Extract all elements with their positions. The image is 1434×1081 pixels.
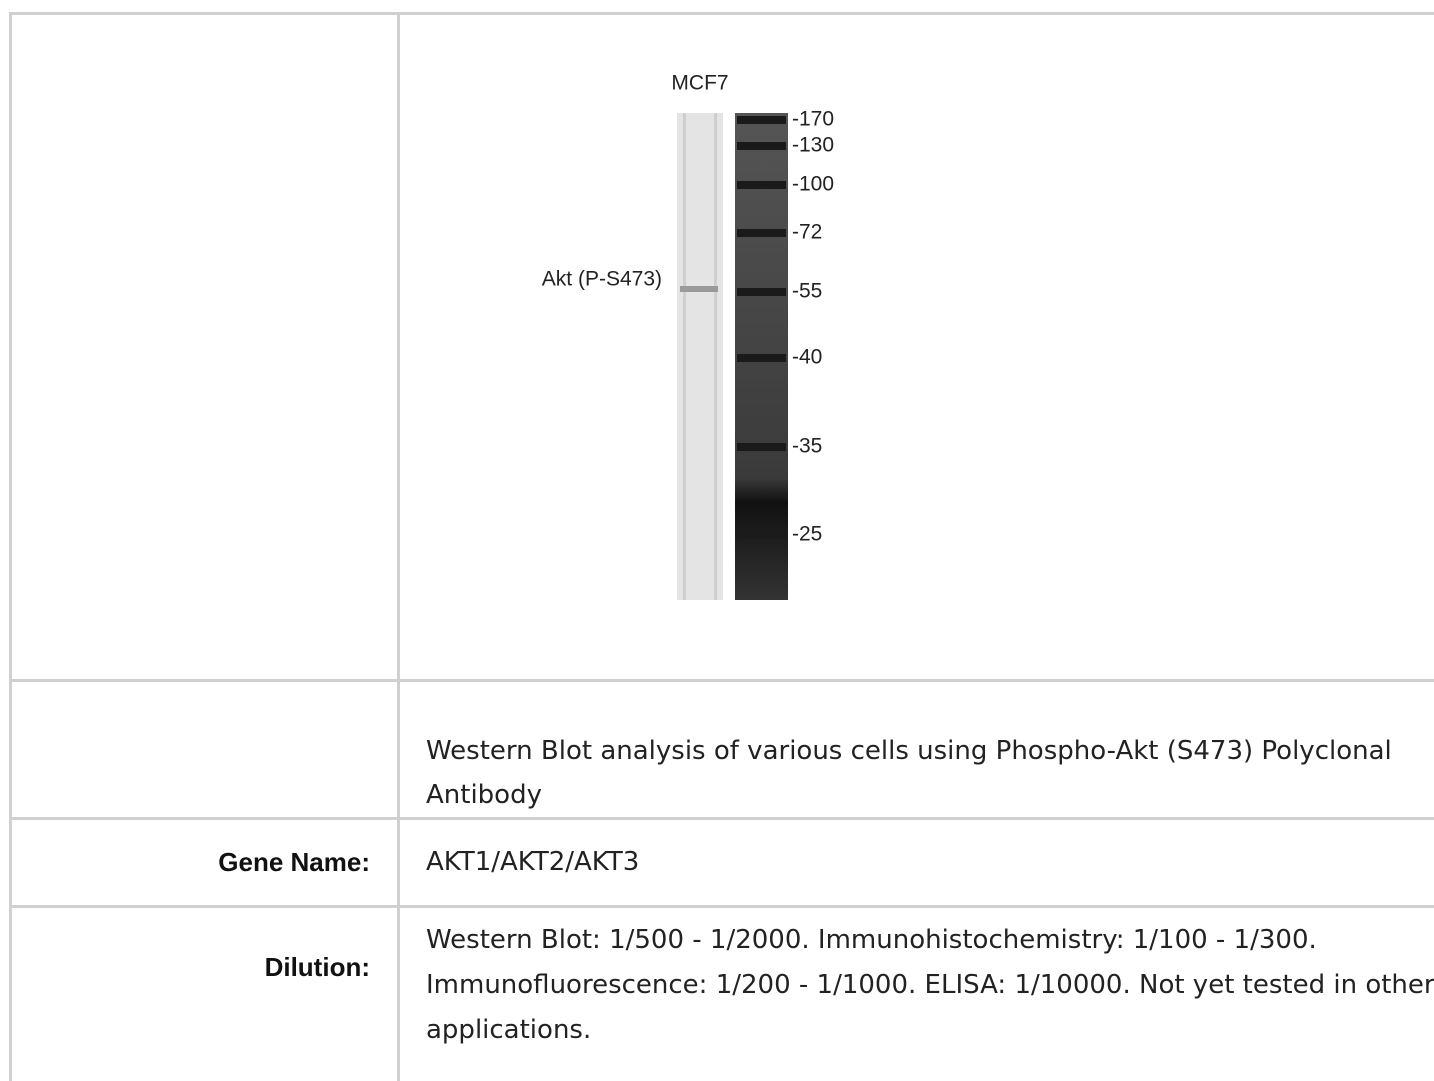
row-value: AKT1/AKT2/AKT3 xyxy=(426,847,640,877)
western-blot-image: MCF7 Akt (P-S473) -170 -130 -100 -72 -55 -40 -… xyxy=(542,72,834,600)
lane-streak xyxy=(714,113,717,600)
lane-streak xyxy=(683,113,686,600)
ladder-band xyxy=(737,181,786,189)
row-divider xyxy=(10,679,1434,682)
caption: Western Blot analysis of various cells u… xyxy=(426,736,1392,810)
ladder-band xyxy=(737,354,786,362)
border-left xyxy=(9,12,12,1081)
marker-label: -130 xyxy=(792,134,834,157)
column-divider xyxy=(397,12,400,1081)
band-label: Akt (P-S473) xyxy=(542,268,662,291)
akt-band xyxy=(680,286,718,292)
marker-label: -72 xyxy=(792,221,822,244)
lane-label: MCF7 xyxy=(671,72,728,95)
marker-label: -55 xyxy=(792,280,822,303)
ladder-band xyxy=(737,531,786,539)
marker-label: -100 xyxy=(792,173,834,196)
row-divider xyxy=(10,817,1434,820)
marker-label: -40 xyxy=(792,346,822,369)
ladder-band xyxy=(737,142,786,150)
ladder-band xyxy=(737,288,786,296)
ladder-band xyxy=(737,443,786,451)
row-label: Gene Name: xyxy=(218,847,370,877)
row-value: Western Blot: 1/500 - 1/2000. Immunohist… xyxy=(426,925,1434,1045)
marker-label: -170 xyxy=(792,108,834,131)
row-divider xyxy=(10,905,1434,908)
border-top xyxy=(10,12,1434,15)
marker-label: -35 xyxy=(792,435,822,458)
ladder-band xyxy=(737,229,786,237)
marker-label: -25 xyxy=(792,523,822,546)
row-label: Dilution: xyxy=(264,952,370,982)
ladder-band xyxy=(737,116,786,124)
